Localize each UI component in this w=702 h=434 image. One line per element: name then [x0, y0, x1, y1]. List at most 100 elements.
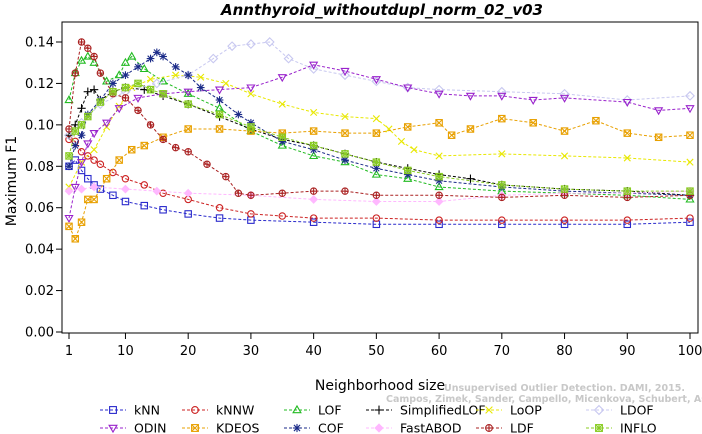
data-point [114, 105, 124, 114]
legend-label: COF [318, 421, 344, 434]
data-point [529, 119, 537, 127]
data-point [159, 135, 167, 144]
data-point [371, 76, 382, 87]
data-point [372, 129, 381, 137]
series-line [68, 64, 691, 219]
data-point [277, 140, 287, 149]
data-point [64, 186, 74, 196]
data-point [77, 38, 86, 46]
legend-item-ldf: LDF [476, 421, 534, 434]
data-point [341, 129, 349, 137]
data-point [278, 133, 287, 142]
legend-item-fastabod: FastABOD [366, 421, 462, 434]
data-point [278, 189, 287, 197]
data-point [76, 55, 87, 64]
data-point [120, 57, 131, 66]
plot-frame [61, 21, 699, 334]
data-point [685, 90, 695, 101]
data-point [70, 183, 80, 192]
data-point [146, 54, 155, 63]
data-point [159, 189, 167, 197]
data-point [127, 51, 137, 60]
data-point [435, 119, 443, 127]
y-tick-label: 0.04 [25, 243, 54, 258]
data-point [214, 86, 225, 95]
data-point [140, 141, 149, 150]
data-point [83, 51, 93, 60]
series-simplifiedlof [64, 83, 695, 200]
data-point [84, 174, 92, 183]
data-point [309, 61, 319, 70]
legend-item-inflo: INFLO [586, 421, 657, 434]
series-inflo [65, 79, 694, 195]
data-point [84, 44, 92, 52]
y-axis-title: Maximum F1 [4, 136, 20, 226]
data-point [121, 83, 130, 92]
data-point [109, 87, 117, 96]
data-point [184, 148, 192, 156]
data-point [498, 181, 506, 189]
data-point [528, 96, 538, 105]
data-point [341, 156, 349, 164]
data-point [385, 125, 393, 133]
x-tick-label: 50 [368, 344, 385, 359]
data-point [158, 76, 168, 85]
legend-item-odin: ODIN [100, 421, 167, 434]
series-line [68, 118, 691, 241]
legend-item-kdeos: KDEOS [182, 421, 260, 434]
data-point [686, 158, 694, 166]
legend-label: LOF [318, 403, 342, 418]
series-line [68, 159, 691, 225]
data-point [115, 156, 123, 164]
data-point [466, 174, 475, 183]
data-point [114, 70, 124, 79]
data-point [77, 184, 86, 194]
data-point [77, 121, 86, 129]
data-point [184, 71, 193, 79]
data-point [139, 63, 149, 73]
data-point [171, 63, 180, 71]
data-point [292, 423, 302, 433]
data-point [172, 71, 180, 79]
data-point [65, 125, 73, 133]
data-point [76, 159, 87, 168]
series-line [68, 87, 691, 196]
data-point [593, 404, 605, 416]
data-point [247, 90, 255, 98]
series-line [68, 82, 690, 192]
legend-label: KDEOS [216, 421, 260, 434]
y-tick-label: 0.14 [25, 36, 54, 51]
data-point [592, 116, 600, 125]
data-point [108, 424, 118, 434]
data-point [102, 119, 112, 128]
x-tick-label: 40 [305, 344, 322, 359]
data-point [309, 218, 318, 226]
data-point [183, 188, 193, 198]
data-point [222, 172, 230, 181]
data-point [183, 88, 193, 97]
data-point [623, 129, 632, 137]
data-point [309, 141, 318, 150]
data-point [89, 57, 99, 66]
data-point [121, 197, 130, 206]
data-point [371, 76, 381, 85]
data-point [403, 123, 412, 131]
data-point [246, 84, 256, 93]
data-point [90, 52, 98, 61]
data-point [498, 150, 506, 158]
data-point [121, 71, 130, 79]
data-point [84, 112, 92, 121]
data-point [90, 156, 98, 164]
data-point [292, 404, 302, 414]
data-point [371, 169, 381, 178]
data-point [77, 166, 86, 175]
data-point [686, 214, 694, 222]
data-point [184, 125, 192, 133]
data-point [203, 160, 211, 168]
data-point [90, 195, 98, 204]
legend-label: ODIN [134, 421, 167, 434]
data-point [196, 83, 205, 92]
data-point [466, 125, 475, 133]
data-point [264, 37, 275, 47]
